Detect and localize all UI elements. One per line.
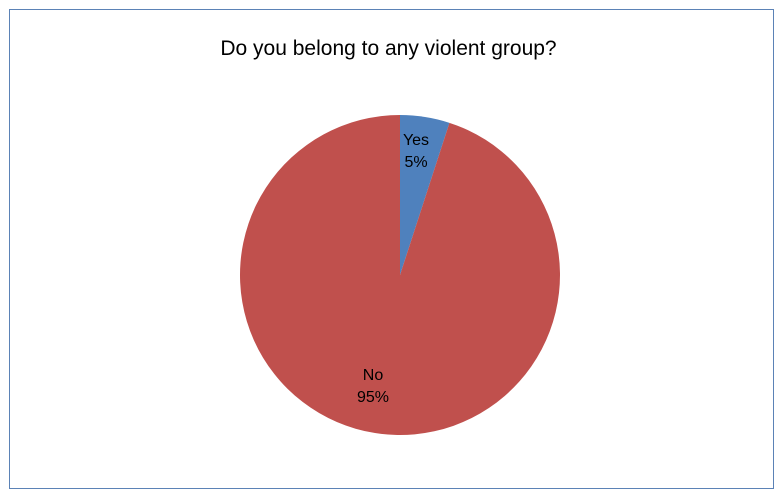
pie-slice-no (240, 115, 561, 436)
chart-title: Do you belong to any violent group? (220, 37, 557, 60)
pie-slice-yes (400, 115, 450, 275)
slice-label-yes: Yes (403, 132, 429, 149)
slice-value-yes: 5% (404, 154, 427, 171)
pie-chart: Yes 5% No 95% (240, 115, 561, 436)
slice-label-no: No (363, 367, 384, 384)
slice-value-no: 95% (357, 389, 389, 406)
